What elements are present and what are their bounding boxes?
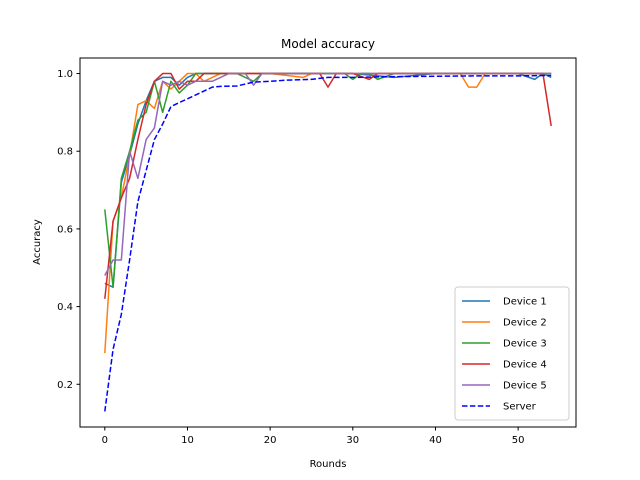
- x-axis: 0 10 20 30 40 50: [102, 427, 525, 446]
- x-tick-label: 50: [512, 435, 525, 446]
- legend-label: Device 1: [503, 297, 547, 308]
- legend-box: [454, 286, 570, 421]
- x-tick-label: 20: [264, 435, 277, 446]
- legend-label: Server: [503, 402, 537, 413]
- x-tick-label: 40: [429, 435, 442, 446]
- y-tick-label: 0.8: [57, 147, 73, 158]
- x-tick-label: 10: [181, 435, 194, 446]
- plot-frame: [79, 57, 577, 428]
- legend-label: Device 2: [503, 318, 547, 329]
- y-axis: 0.2 0.4 0.6 0.8 1.0: [57, 69, 80, 391]
- y-axis-label: Accuracy: [32, 219, 43, 265]
- y-tick-label: 0.4: [57, 302, 73, 313]
- chart-title: Model accuracy: [281, 37, 375, 51]
- legend-label: Device 5: [503, 381, 547, 392]
- y-tick-label: 0.2: [57, 380, 73, 391]
- series-line-device-5: [104, 72, 552, 276]
- series-group: [104, 72, 552, 412]
- x-tick-label: 0: [102, 435, 108, 446]
- x-axis-label: Rounds: [310, 459, 347, 470]
- legend-label: Device 4: [503, 360, 547, 371]
- x-tick-label: 30: [346, 435, 359, 446]
- series-line-server: [104, 74, 552, 412]
- plot-area: [104, 72, 552, 412]
- legend: Device 1 Device 2 Device 3 Device 4 Device 5…: [454, 286, 570, 421]
- y-tick-label: 0.6: [57, 224, 73, 235]
- y-tick-label: 1.0: [57, 69, 73, 80]
- legend-label: Device 3: [503, 339, 547, 350]
